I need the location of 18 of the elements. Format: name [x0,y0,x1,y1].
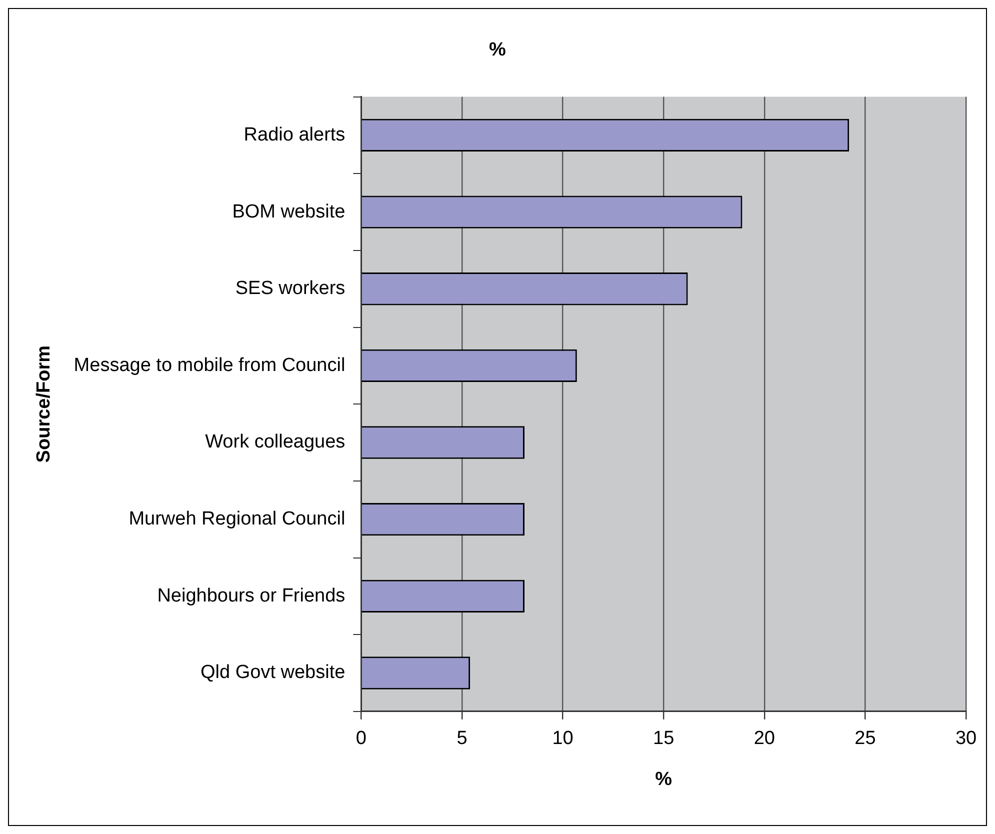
y-tick-label: Radio alerts [244,124,346,146]
chart-title: % [489,40,506,61]
x-axis-title: % [655,768,672,790]
x-tick-label: 15 [653,728,674,750]
x-tick-label: 25 [854,728,876,750]
y-axis-title: Source/Form [34,346,55,463]
y-tick-label: Qld Govt website [200,662,346,684]
x-tick-label: 10 [552,728,574,750]
x-tick-label: 30 [955,728,977,750]
y-tick-label: Neighbours or Friends [157,585,346,606]
y-tick-label: SES workers [235,278,346,300]
x-tick-label: 20 [754,728,775,750]
x-tick-label: 0 [356,728,366,750]
y-tick-label: Murweh Regional Council [128,508,346,530]
x-tick-label: 5 [456,728,468,750]
y-tick-label: Message to mobile from Council [74,354,346,376]
y-tick-label: BOM website [232,201,346,222]
y-tick-label: Work colleagues [205,432,346,453]
